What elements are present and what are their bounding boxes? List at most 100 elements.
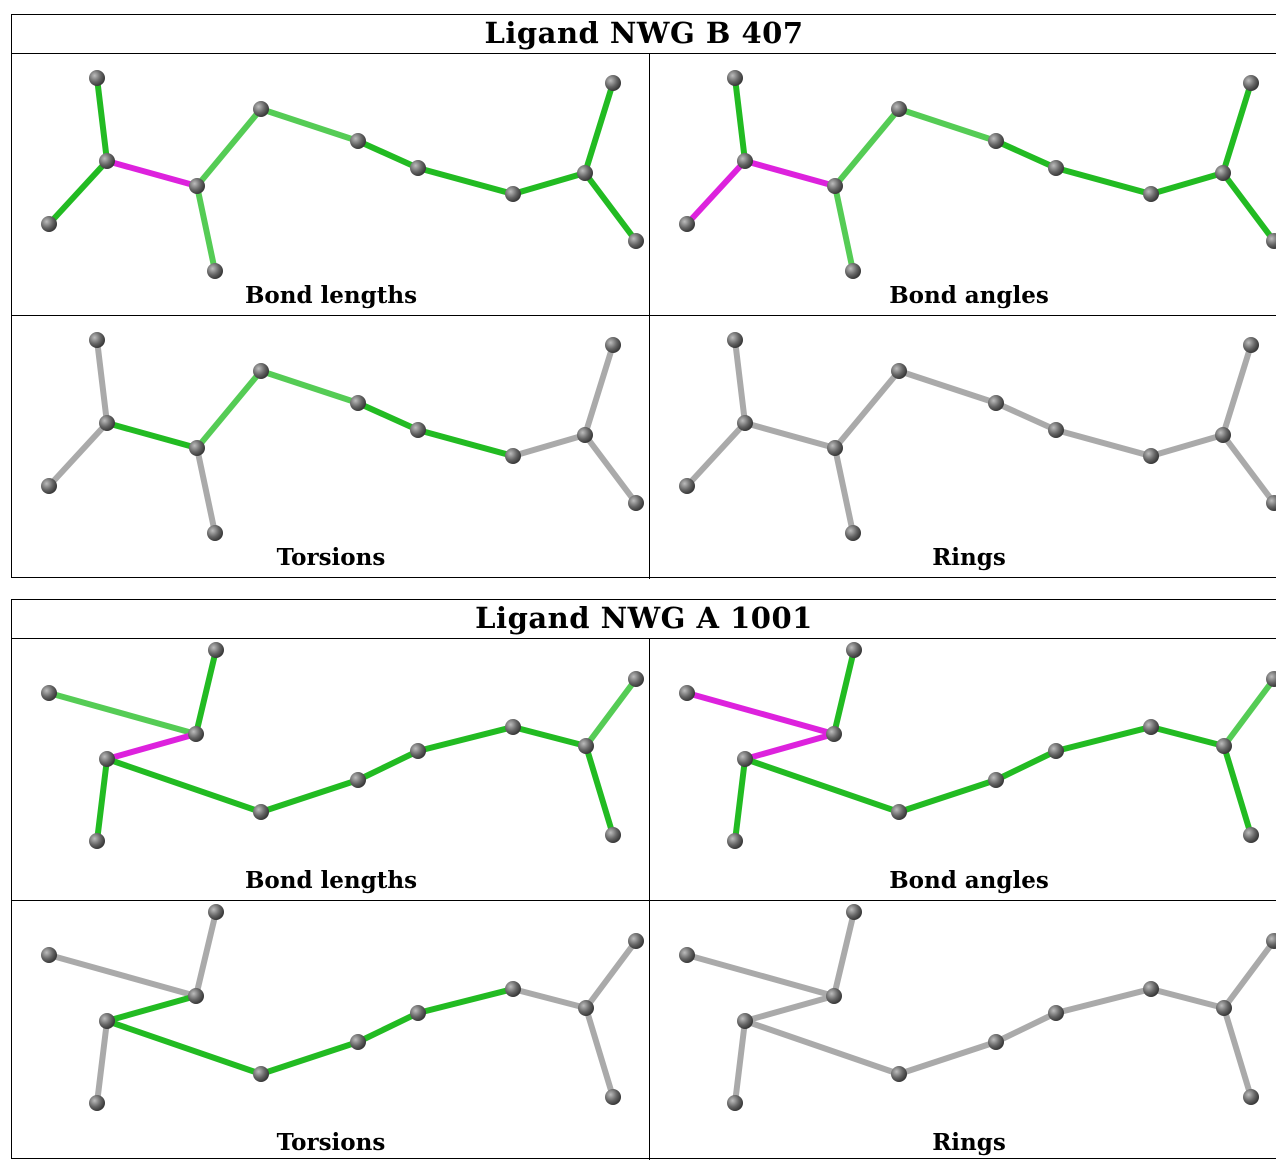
bond xyxy=(742,993,837,1024)
panel-rings: Rings xyxy=(650,316,1276,578)
bond xyxy=(583,743,616,838)
panel-label: Rings xyxy=(932,544,1006,571)
atom xyxy=(410,422,426,438)
bond xyxy=(1220,170,1276,244)
atom xyxy=(1243,337,1259,353)
bond xyxy=(1148,170,1226,197)
atom xyxy=(826,726,842,742)
bond xyxy=(104,1018,264,1077)
bond xyxy=(831,647,857,737)
bond xyxy=(46,952,199,999)
panel-rings: Rings xyxy=(650,901,1276,1163)
bond xyxy=(832,445,856,536)
bond xyxy=(896,368,999,406)
atom xyxy=(89,332,105,348)
ligand-title: Ligand NWG B 407 xyxy=(12,15,1276,54)
atom xyxy=(846,642,862,658)
atom xyxy=(891,804,907,820)
bond xyxy=(732,1018,748,1106)
bond xyxy=(94,756,110,844)
atom xyxy=(727,1095,743,1111)
bond xyxy=(896,106,999,144)
atom xyxy=(89,833,105,849)
bond xyxy=(993,400,1059,433)
panel-label: Bond angles xyxy=(889,867,1049,894)
atom xyxy=(679,478,695,494)
atom xyxy=(99,415,115,431)
atom xyxy=(578,738,594,754)
bond xyxy=(896,777,999,815)
bond xyxy=(46,158,110,227)
bond xyxy=(1221,938,1276,1011)
bond xyxy=(582,432,639,506)
bond xyxy=(415,427,516,459)
panel-bond-lengths: Bond lengths xyxy=(12,54,650,316)
bond xyxy=(684,420,748,489)
atom xyxy=(679,947,695,963)
atom xyxy=(1216,1000,1232,1016)
atom xyxy=(846,904,862,920)
atom xyxy=(505,719,521,735)
molecule-diagram xyxy=(41,332,644,541)
atom xyxy=(727,70,743,86)
bond xyxy=(993,1010,1059,1045)
bond xyxy=(1053,427,1154,459)
bond xyxy=(415,986,516,1016)
bond xyxy=(94,337,110,426)
ligand-block-a1001: Ligand NWG A 1001 Bond lengths Bond angl… xyxy=(11,599,1276,1160)
panel-label: Bond lengths xyxy=(244,867,418,894)
bond xyxy=(46,420,110,489)
atom xyxy=(727,332,743,348)
atom xyxy=(350,395,366,411)
atom xyxy=(41,478,57,494)
atom xyxy=(577,427,593,443)
bond xyxy=(583,1005,616,1100)
atom xyxy=(410,743,426,759)
molecule-diagram xyxy=(41,70,644,279)
bond xyxy=(510,170,588,197)
atom xyxy=(737,153,753,169)
bond xyxy=(1148,986,1227,1011)
atom xyxy=(679,216,695,232)
atom xyxy=(1243,827,1259,843)
molecule-diagram xyxy=(679,332,1276,541)
atom xyxy=(628,233,644,249)
bond xyxy=(510,724,589,749)
atom xyxy=(1243,75,1259,91)
bond xyxy=(510,986,589,1011)
bond xyxy=(194,445,218,536)
bond xyxy=(1221,676,1276,749)
ligand-title: Ligand NWG A 1001 xyxy=(12,600,1276,639)
bond xyxy=(415,165,516,197)
atom xyxy=(845,525,861,541)
bond xyxy=(832,183,856,274)
atom xyxy=(410,1005,426,1021)
panel-label: Rings xyxy=(932,1129,1006,1156)
panel-torsions: Torsions xyxy=(12,901,650,1163)
bond xyxy=(104,158,200,189)
bond xyxy=(1148,724,1227,749)
bond xyxy=(415,724,516,754)
bond xyxy=(582,342,616,438)
bond xyxy=(742,420,838,451)
atom xyxy=(208,642,224,658)
atom xyxy=(628,495,644,511)
bond xyxy=(258,106,361,144)
bond xyxy=(258,368,361,406)
bond xyxy=(94,1018,110,1106)
ligand-block-b407: Ligand NWG B 407 Bond lengths Bond angle… xyxy=(11,14,1276,579)
bond xyxy=(993,748,1059,783)
atom xyxy=(827,178,843,194)
atom xyxy=(827,440,843,456)
bond xyxy=(732,756,748,844)
bond xyxy=(1053,724,1154,754)
atom xyxy=(99,1013,115,1029)
bond xyxy=(832,368,902,451)
atom xyxy=(1266,233,1276,249)
bond xyxy=(1220,342,1254,438)
atom xyxy=(737,1013,753,1029)
atom xyxy=(505,186,521,202)
atom xyxy=(578,1000,594,1016)
panel-bond-angles: Bond angles xyxy=(650,639,1276,901)
row-divider xyxy=(12,900,1276,901)
